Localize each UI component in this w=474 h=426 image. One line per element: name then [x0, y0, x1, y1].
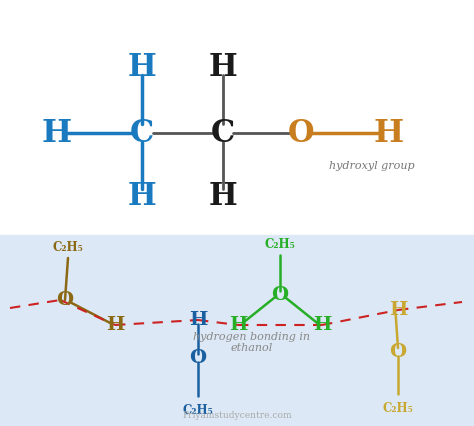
Text: H: H — [128, 181, 156, 213]
Text: C: C — [210, 118, 235, 149]
Text: hydrogen bonding in
ethanol: hydrogen bonding in ethanol — [193, 331, 310, 353]
Text: H: H — [189, 311, 207, 329]
Text: C₂H₅: C₂H₅ — [383, 402, 413, 415]
Text: H: H — [229, 316, 247, 334]
Text: O: O — [390, 343, 407, 361]
Bar — [0, 235, 474, 426]
Text: Priyamstudycentre.com: Priyamstudycentre.com — [182, 411, 292, 420]
Text: H: H — [374, 118, 404, 149]
Bar — [0, 28, 474, 235]
Text: O: O — [56, 291, 73, 309]
Text: hydroxyl group: hydroxyl group — [329, 161, 415, 171]
Text: C₂H₅: C₂H₅ — [53, 241, 83, 254]
Text: H: H — [42, 118, 72, 149]
Text: O: O — [272, 286, 289, 304]
Text: C: C — [130, 118, 155, 149]
Text: H: H — [209, 181, 237, 213]
Text: H: H — [313, 316, 331, 334]
Text: C₂H₅: C₂H₅ — [182, 404, 213, 417]
Text: H: H — [128, 52, 156, 83]
Text: H: H — [209, 52, 237, 83]
Text: Ethanol or ethyl alcohol (C2H5OH): Ethanol or ethyl alcohol (C2H5OH) — [65, 6, 409, 22]
Text: H: H — [106, 316, 124, 334]
Text: O: O — [288, 118, 314, 149]
Text: O: O — [190, 349, 207, 367]
Text: C₂H₅: C₂H₅ — [264, 238, 295, 251]
Text: H: H — [389, 301, 407, 319]
